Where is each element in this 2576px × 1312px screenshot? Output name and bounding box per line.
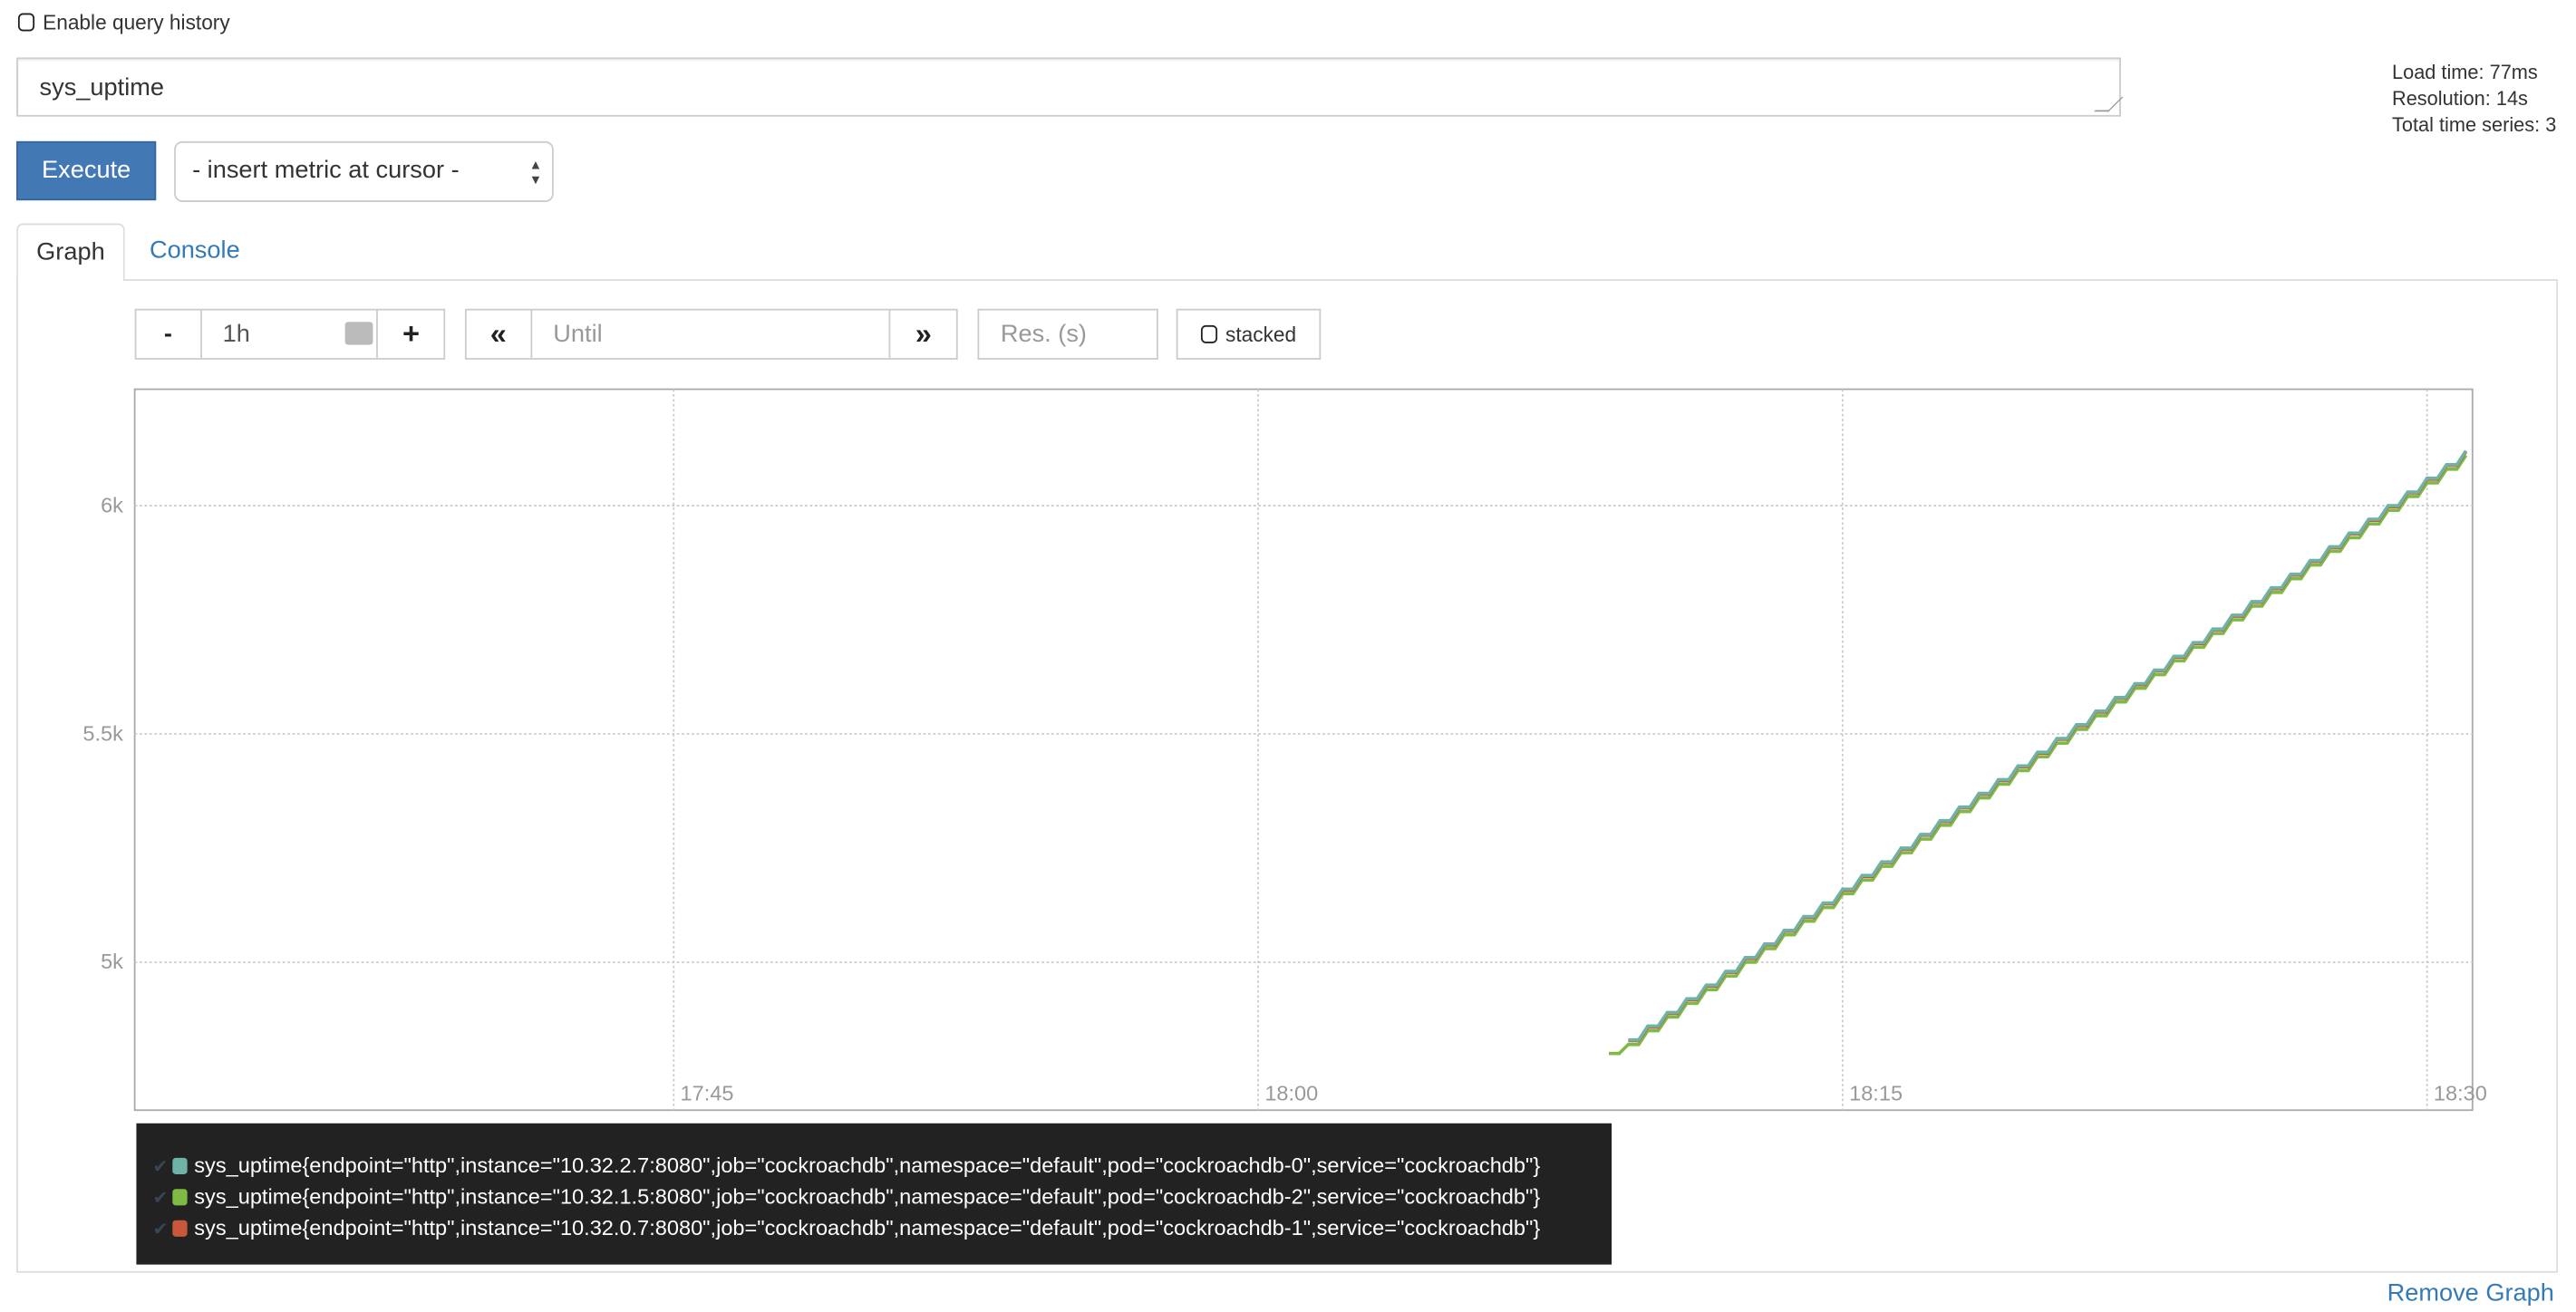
until-input[interactable]: Until (532, 310, 891, 359)
series-line-1 (1608, 454, 2468, 1056)
range-control: - 1h + (134, 308, 446, 360)
until-placeholder: Until (553, 320, 603, 349)
y-tick-label: 5k (101, 950, 123, 973)
query-stats: Load time: 77ms Resolution: 14s Total ti… (2392, 59, 2556, 138)
legend-label: sys_uptime{endpoint="http",instance="10.… (194, 1153, 1541, 1178)
x-tick-label: 18:00 (1264, 1081, 1318, 1105)
step-back-button[interactable]: « (467, 310, 532, 359)
series-color-swatch (172, 1189, 189, 1206)
legend-item[interactable]: ✔ sys_uptime{endpoint="http",instance="10… (153, 1150, 1612, 1181)
expression-input[interactable]: sys_uptime (16, 57, 2124, 117)
range-value: 1h (222, 320, 250, 349)
decrease-range-button[interactable]: - (136, 310, 202, 359)
insert-metric-value: - insert metric at cursor - (192, 156, 460, 184)
load-time: Load time: 77ms (2392, 61, 2538, 84)
execute-button[interactable]: Execute (16, 140, 157, 201)
x-tick-label: 18:15 (1849, 1081, 1903, 1105)
stacked-label: stacked (1225, 323, 1297, 346)
legend-item[interactable]: ✔ sys_uptime{endpoint="http",instance="10… (153, 1181, 1612, 1211)
check-icon: ✔ (152, 1157, 169, 1178)
resolution-placeholder: Res. (s) (1000, 320, 1087, 349)
series-line-0 (1628, 449, 2468, 1042)
expression-value: sys_uptime (39, 73, 165, 102)
series-color-swatch (172, 1220, 189, 1237)
series-line-2 (1628, 450, 2468, 1043)
step-forward-button[interactable]: » (915, 316, 932, 351)
checkbox-icon (1200, 324, 1217, 343)
increase-range-button[interactable]: + (402, 316, 421, 351)
end-time-control: « Until » (464, 308, 958, 360)
plot-frame (133, 388, 2474, 1112)
stacked-toggle-button[interactable]: stacked (1176, 308, 1322, 360)
legend-item[interactable]: ✔ sys_uptime{endpoint="http",instance="10… (153, 1212, 1612, 1243)
remove-graph-link[interactable]: Remove Graph (2387, 1278, 2554, 1307)
y-tick-label: 6k (101, 493, 123, 516)
range-input[interactable]: 1h (201, 310, 379, 359)
graph-panel (16, 279, 2559, 1273)
resolution-input[interactable]: Res. (s) (977, 308, 1158, 360)
y-tick-label: 5.5k (82, 721, 123, 745)
tab-console[interactable]: Console (149, 236, 240, 265)
enable-query-history-checkbox[interactable]: Enable query history (17, 11, 230, 35)
select-arrows-icon: ▲ ▼ (528, 158, 543, 188)
check-icon: ✔ (152, 1220, 169, 1240)
x-tick-label: 18:30 (2434, 1081, 2487, 1105)
enable-query-history-label: Enable query history (43, 11, 230, 35)
resolution: Resolution: 14s (2392, 87, 2528, 111)
insert-metric-select[interactable]: - insert metric at cursor - ▲ ▼ (174, 140, 554, 202)
tab-graph[interactable]: Graph (16, 223, 125, 281)
legend-label: sys_uptime{endpoint="http",instance="10.… (194, 1215, 1541, 1240)
series-color-swatch (172, 1157, 189, 1174)
x-tick-label: 17:45 (681, 1081, 734, 1105)
check-icon: ✔ (152, 1189, 169, 1209)
legend-label: sys_uptime{endpoint="http",instance="10.… (194, 1183, 1541, 1209)
checkbox-icon[interactable] (17, 13, 35, 32)
graph-legend: ✔ sys_uptime{endpoint="http",instance="10… (136, 1123, 1612, 1265)
calendar-icon (345, 322, 374, 345)
total-time-series: Total time series: 3 (2392, 113, 2557, 137)
